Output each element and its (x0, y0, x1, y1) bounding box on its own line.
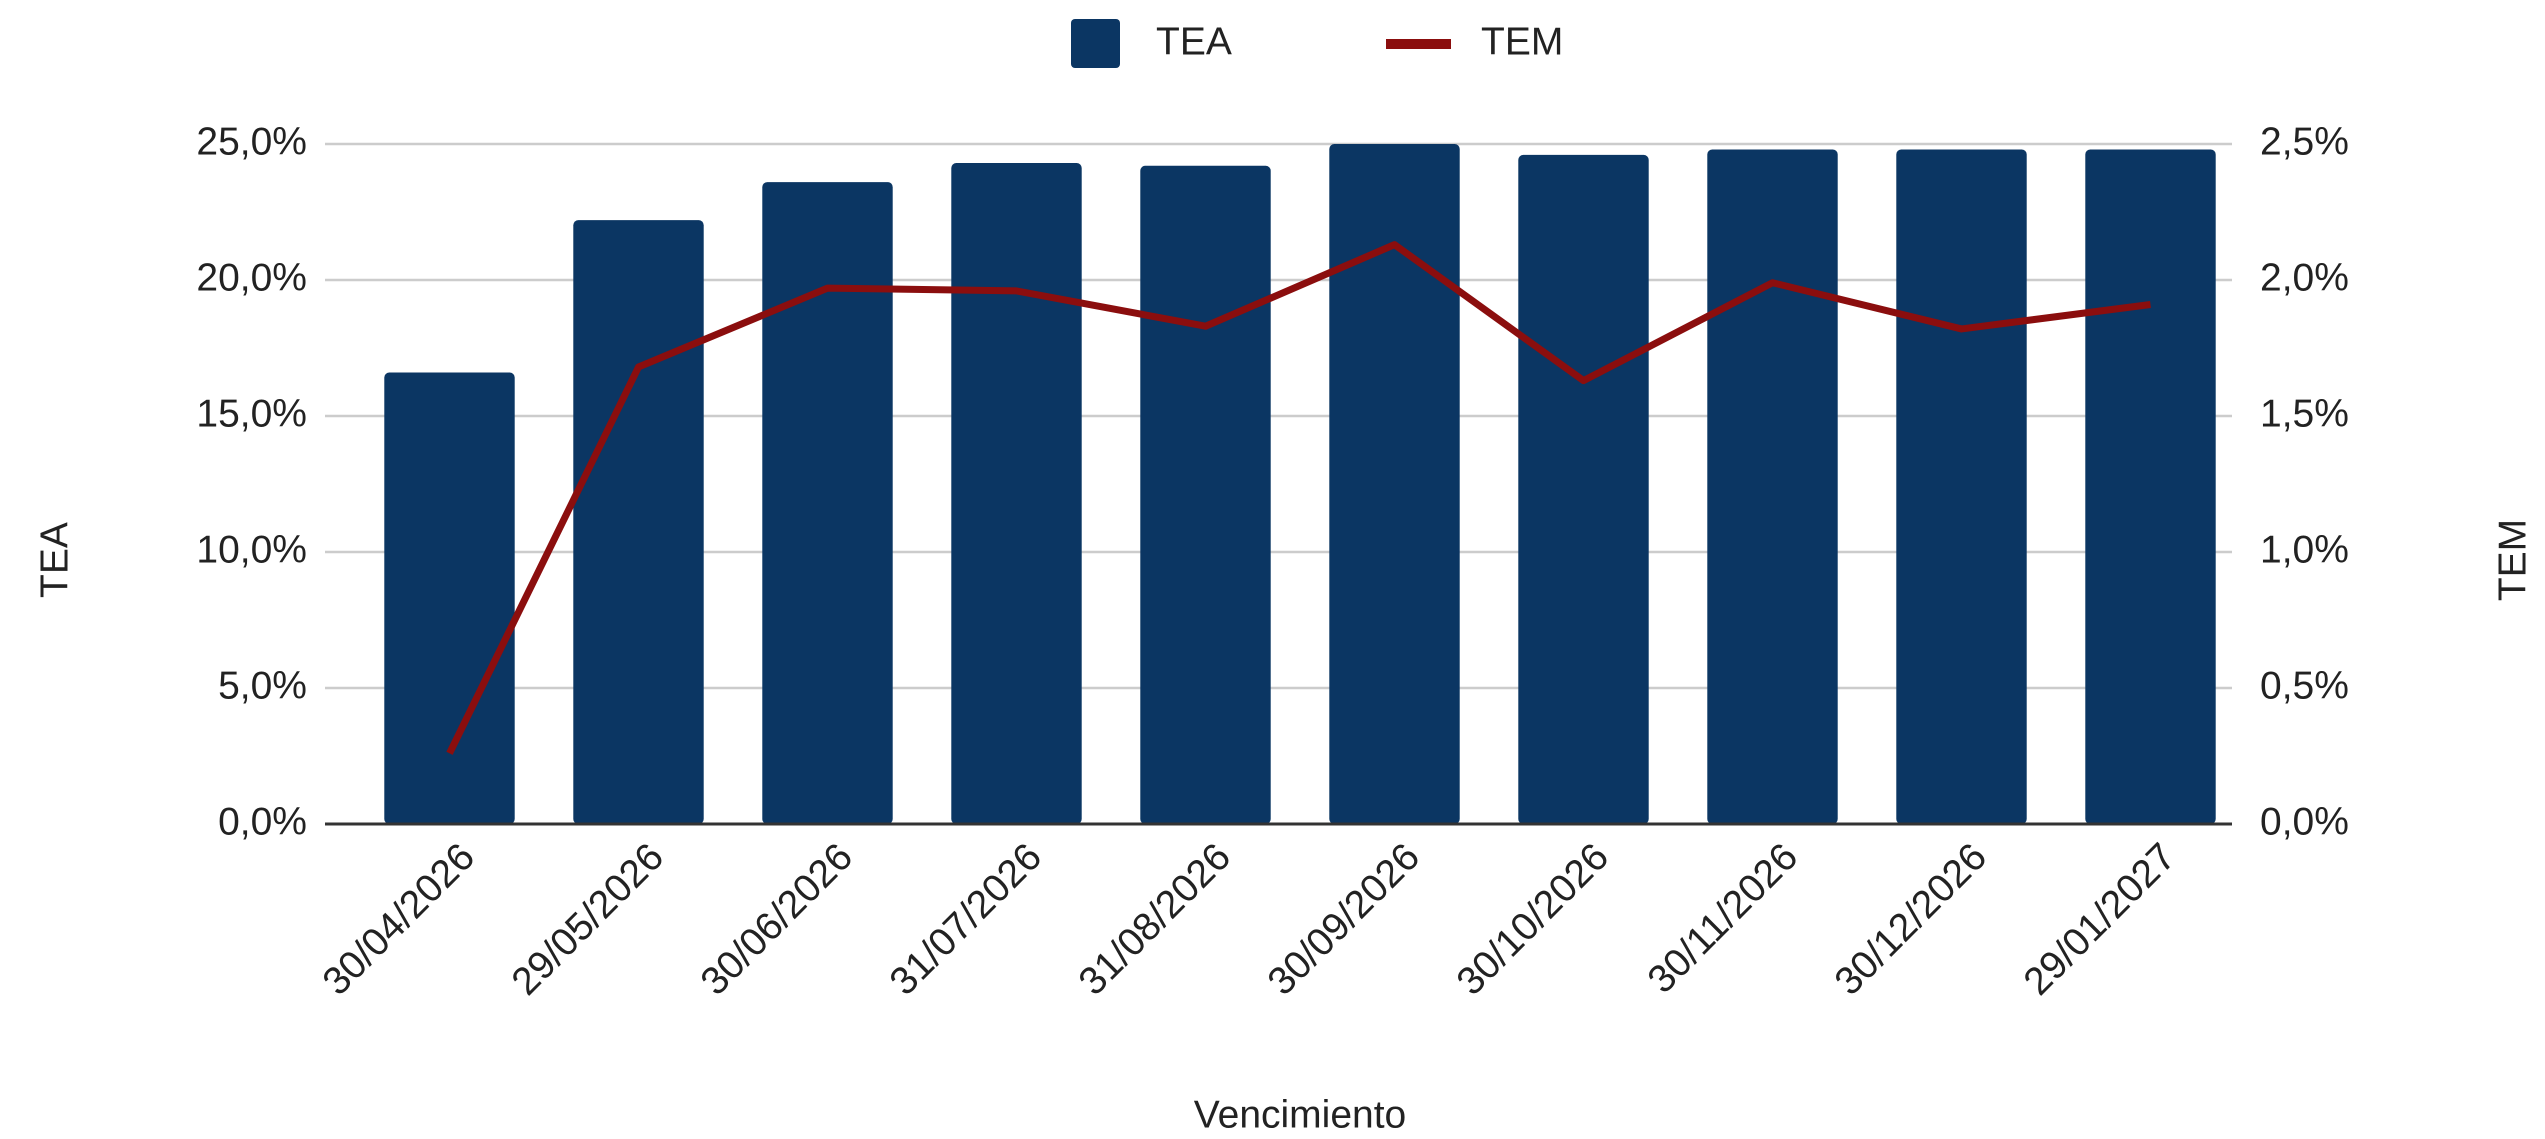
bar (384, 372, 515, 824)
bar (1896, 149, 2027, 824)
bar (1140, 165, 1271, 824)
y2-tick-label: 2,0% (2260, 256, 2349, 299)
x-tick-label: 30/09/2026 (1260, 835, 1428, 1003)
legend-label: TEM (1481, 20, 1563, 63)
bar (1518, 154, 1649, 824)
y2-tick-label: 1,5% (2260, 392, 2349, 435)
x-tick-label: 31/07/2026 (882, 835, 1050, 1003)
x-tick-label: 30/10/2026 (1449, 835, 1617, 1003)
x-tick-label: 30/06/2026 (693, 835, 861, 1003)
y-tick-label: 20,0% (196, 256, 307, 299)
y2-tick-label: 0,0% (2260, 800, 2349, 843)
x-tick-label: 29/01/2027 (2016, 835, 2184, 1003)
y2-tick-label: 2,5% (2260, 120, 2349, 163)
line (446, 241, 2151, 755)
y-tick-label: 15,0% (196, 392, 307, 435)
bar (951, 163, 1082, 825)
y-axis-title: TEA (33, 522, 76, 598)
x-tick-label: 30/04/2026 (315, 835, 483, 1003)
legend-label: TEA (1156, 20, 1232, 63)
bar (762, 182, 893, 824)
x-tick-label: 30/11/2026 (1640, 835, 1806, 1001)
y2-axis-title: TEM (2491, 519, 2534, 601)
bar (2085, 149, 2216, 824)
y-tick-label: 10,0% (196, 528, 307, 571)
bar (573, 220, 704, 824)
y-tick-label: 5,0% (218, 664, 307, 707)
bar (1329, 144, 1460, 824)
y2-tick-label: 0,5% (2260, 664, 2349, 707)
x-tick-label: 31/08/2026 (1071, 835, 1239, 1003)
x-tick-label: 30/12/2026 (1827, 835, 1995, 1003)
bar (1707, 149, 1838, 824)
y-tick-label: 0,0% (218, 800, 307, 843)
y-tick-label: 25,0% (196, 120, 307, 163)
x-axis-title: Vencimiento (1194, 1093, 1406, 1136)
legend-swatch (1071, 19, 1120, 68)
y2-tick-label: 1,0% (2260, 528, 2349, 571)
x-tick-label: 29/05/2026 (504, 835, 672, 1003)
